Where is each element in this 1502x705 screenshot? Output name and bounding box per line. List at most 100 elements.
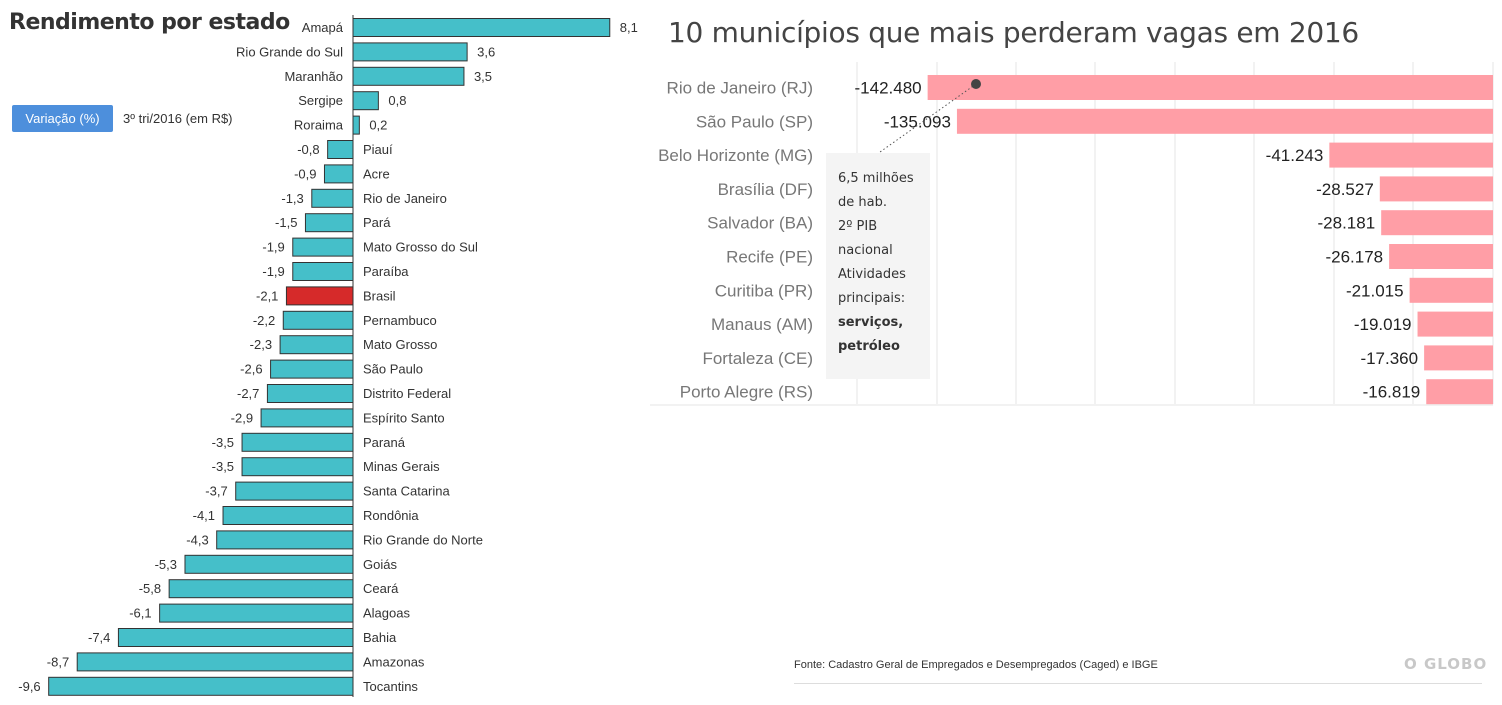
annotation-line: de hab. bbox=[838, 195, 887, 210]
state-label: Rio Grande do Sul bbox=[236, 44, 343, 59]
city-label: Brasília (DF) bbox=[718, 180, 813, 199]
city-label: São Paulo (SP) bbox=[696, 112, 813, 131]
city-bar[interactable] bbox=[956, 108, 1493, 134]
value-label: 0,8 bbox=[388, 93, 406, 108]
state-label: Rio Grande do Norte bbox=[363, 532, 483, 547]
state-label: Rondônia bbox=[363, 508, 419, 523]
value-label: -135.093 bbox=[884, 112, 951, 131]
value-label: -28.181 bbox=[1318, 214, 1376, 233]
state-label: Santa Catarina bbox=[363, 484, 450, 499]
state-label: Espírito Santo bbox=[363, 410, 445, 425]
period-label: 3º tri/2016 (em R$) bbox=[123, 111, 233, 126]
city-label: Rio de Janeiro (RJ) bbox=[667, 79, 813, 98]
source-note: Fonte: Cadastro Geral de Empregados e De… bbox=[794, 659, 1158, 671]
city-label: Curitiba (PR) bbox=[715, 281, 813, 300]
left-chart-title: Rendimento por estado bbox=[9, 10, 290, 35]
value-label: -16.819 bbox=[1363, 383, 1421, 402]
city-label: Manaus (AM) bbox=[711, 315, 813, 334]
state-label: Bahia bbox=[363, 630, 397, 645]
value-label: -2,7 bbox=[237, 386, 259, 401]
city-label: Recife (PE) bbox=[726, 248, 813, 267]
state-label: Pará bbox=[363, 215, 391, 230]
value-label: -3,5 bbox=[212, 435, 234, 450]
annotation-line-strong: serviços, bbox=[838, 315, 904, 330]
value-label: -17.360 bbox=[1360, 349, 1418, 368]
value-label: -9,6 bbox=[18, 679, 40, 694]
value-label: -28.527 bbox=[1316, 180, 1374, 199]
value-label: -2,9 bbox=[231, 410, 253, 425]
city-bar[interactable] bbox=[1329, 142, 1493, 168]
state-label: Sergipe bbox=[298, 93, 343, 108]
value-label: 3,5 bbox=[474, 69, 492, 84]
state-label: Tocantins bbox=[363, 679, 418, 694]
state-label: Maranhão bbox=[284, 69, 343, 84]
city-label: Porto Alegre (RS) bbox=[680, 383, 813, 402]
value-label: -41.243 bbox=[1266, 146, 1324, 165]
state-label: Roraima bbox=[294, 118, 344, 133]
value-label: -21.015 bbox=[1346, 281, 1404, 300]
value-label: -5,3 bbox=[155, 557, 177, 572]
annotation-line-strong: petróleo bbox=[838, 339, 900, 354]
value-label: -3,5 bbox=[212, 459, 234, 474]
rio-annotation-box: 6,5 milhões de hab. 2º PIB nacional Ativ… bbox=[826, 153, 930, 379]
annotation-line: principais: bbox=[838, 291, 906, 306]
value-label: -3,7 bbox=[205, 484, 227, 499]
city-bar[interactable] bbox=[927, 75, 1493, 100]
state-label: Brasil bbox=[363, 288, 396, 303]
value-label: -2,1 bbox=[256, 288, 278, 303]
value-label: 8,1 bbox=[620, 20, 638, 35]
value-label: -0,9 bbox=[294, 166, 316, 181]
city-label: Fortaleza (CE) bbox=[702, 349, 813, 368]
state-label: Amapá bbox=[302, 20, 344, 35]
annotation-line: Atividades bbox=[838, 267, 906, 282]
city-bar[interactable] bbox=[1417, 311, 1493, 337]
state-label: Amazonas bbox=[363, 654, 425, 669]
o-globo-logo: O GLOBO bbox=[1404, 655, 1488, 673]
state-label: Paraná bbox=[363, 435, 406, 450]
source-divider bbox=[794, 683, 1482, 684]
value-label: -4,1 bbox=[193, 508, 215, 523]
value-label: -2,3 bbox=[250, 337, 272, 352]
state-label: Alagoas bbox=[363, 606, 410, 621]
annotation-line: nacional bbox=[838, 243, 893, 258]
value-label: -142.480 bbox=[855, 79, 922, 98]
state-label: Minas Gerais bbox=[363, 459, 440, 474]
value-label: 3,6 bbox=[477, 44, 495, 59]
city-bar[interactable] bbox=[1426, 379, 1493, 405]
state-label: Piauí bbox=[363, 142, 393, 157]
city-bar[interactable] bbox=[1424, 345, 1493, 371]
value-label: -1,9 bbox=[262, 240, 284, 255]
state-label: Mato Grosso do Sul bbox=[363, 240, 478, 255]
value-label: -19.019 bbox=[1354, 315, 1412, 334]
value-label: -1,5 bbox=[275, 215, 297, 230]
city-bar[interactable] bbox=[1389, 244, 1493, 269]
state-label: Paraíba bbox=[363, 264, 409, 279]
city-bar[interactable] bbox=[1409, 277, 1493, 303]
value-label: -4,3 bbox=[186, 532, 208, 547]
right-chart-title: 10 municípios que mais perderam vagas em… bbox=[668, 16, 1359, 49]
value-label: -2,2 bbox=[253, 313, 275, 328]
annotation-line: 2º PIB bbox=[838, 219, 878, 234]
city-bar[interactable] bbox=[1379, 176, 1493, 202]
value-label: -0,8 bbox=[297, 142, 319, 157]
value-label: -5,8 bbox=[139, 581, 161, 596]
value-label: -8,7 bbox=[47, 654, 69, 669]
value-label: -1,9 bbox=[262, 264, 284, 279]
value-label: -26.178 bbox=[1325, 248, 1383, 267]
value-label: -7,4 bbox=[88, 630, 110, 645]
value-label: 0,2 bbox=[369, 118, 387, 133]
value-label: -6,1 bbox=[129, 606, 151, 621]
state-label: Ceará bbox=[363, 581, 399, 596]
variacao-button[interactable]: Variação (%) bbox=[12, 105, 113, 132]
city-bar[interactable] bbox=[1381, 210, 1493, 236]
state-label: Pernambuco bbox=[363, 313, 437, 328]
city-label: Salvador (BA) bbox=[707, 214, 813, 233]
state-label: São Paulo bbox=[363, 362, 423, 377]
state-label: Acre bbox=[363, 166, 390, 181]
state-label: Mato Grosso bbox=[363, 337, 437, 352]
state-label: Goiás bbox=[363, 557, 397, 572]
city-label: Belo Horizonte (MG) bbox=[658, 146, 813, 165]
value-label: -2,6 bbox=[240, 362, 262, 377]
value-label: -1,3 bbox=[281, 191, 303, 206]
